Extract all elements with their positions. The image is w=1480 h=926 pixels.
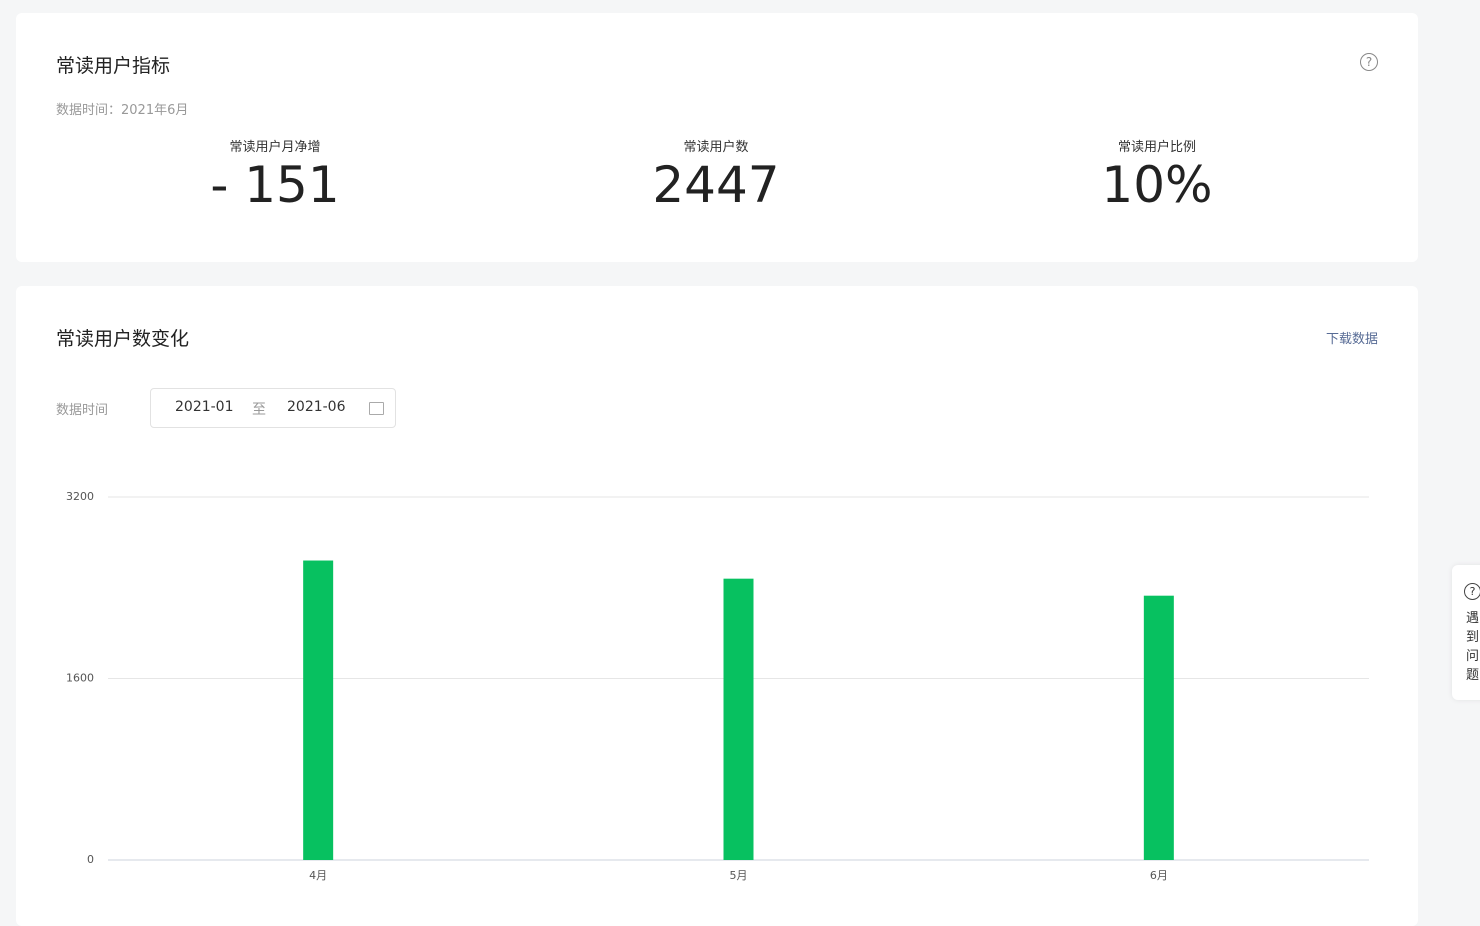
metric-value: 10% [1101, 156, 1213, 214]
help-icon[interactable]: ? [1360, 53, 1378, 71]
help-label: 遇到问题 [1466, 611, 1480, 683]
data-time: 数据时间：2021年6月 [56, 103, 189, 118]
chart: 0 1600 3200 4月 5月 6月 [66, 490, 1369, 882]
help-icon: ? [1464, 583, 1480, 600]
card-title: 常读用户数变化 [56, 328, 190, 350]
start-date: 2021-01 [175, 399, 234, 415]
bar [1143, 595, 1174, 860]
metric: 常读用户比例 10% [1007, 136, 1307, 213]
date-label: 数据时间 [56, 403, 109, 418]
bar [303, 560, 334, 860]
y-tick-label: 0 [87, 853, 94, 866]
bar [723, 578, 754, 860]
metric: 常读用户数 2447 [566, 136, 866, 213]
calendar-icon [369, 402, 384, 415]
metric-value: - 151 [210, 156, 340, 214]
download-link[interactable]: 下载数据 [1325, 332, 1378, 347]
separator: 至 [252, 402, 266, 418]
y-tick-label: 3200 [66, 490, 94, 503]
card-title: 常读用户指标 [56, 55, 171, 77]
metric-label: 常读用户月净增 [229, 140, 321, 155]
date-picker[interactable]: 2021-01 至 2021-06 [150, 388, 396, 428]
page: {"metrics_card": {"title": "常读用户指标", "da… [16, 13, 1480, 882]
metric-value: 2447 [652, 156, 780, 214]
x-tick-label: 5月 [730, 869, 748, 882]
x-tick-label: 4月 [309, 869, 327, 882]
trend-card: 常读用户数变化 下载数据 数据时间 2021-01 至 2021-06 [16, 286, 1418, 926]
x-tick-label: 6月 [1150, 869, 1168, 882]
metrics-card: 常读用户指标 ? 数据时间：2021年6月 常读用户月净增 - 151 常读用户… [16, 13, 1418, 262]
metric: 常读用户月净增 - 151 [125, 136, 425, 213]
help-widget[interactable]: ? 遇到问题 [1452, 565, 1480, 700]
y-tick-label: 1600 [66, 672, 94, 685]
metric-label: 常读用户比例 [1117, 140, 1196, 155]
end-date: 2021-06 [287, 399, 346, 415]
metric-label: 常读用户数 [683, 140, 749, 155]
